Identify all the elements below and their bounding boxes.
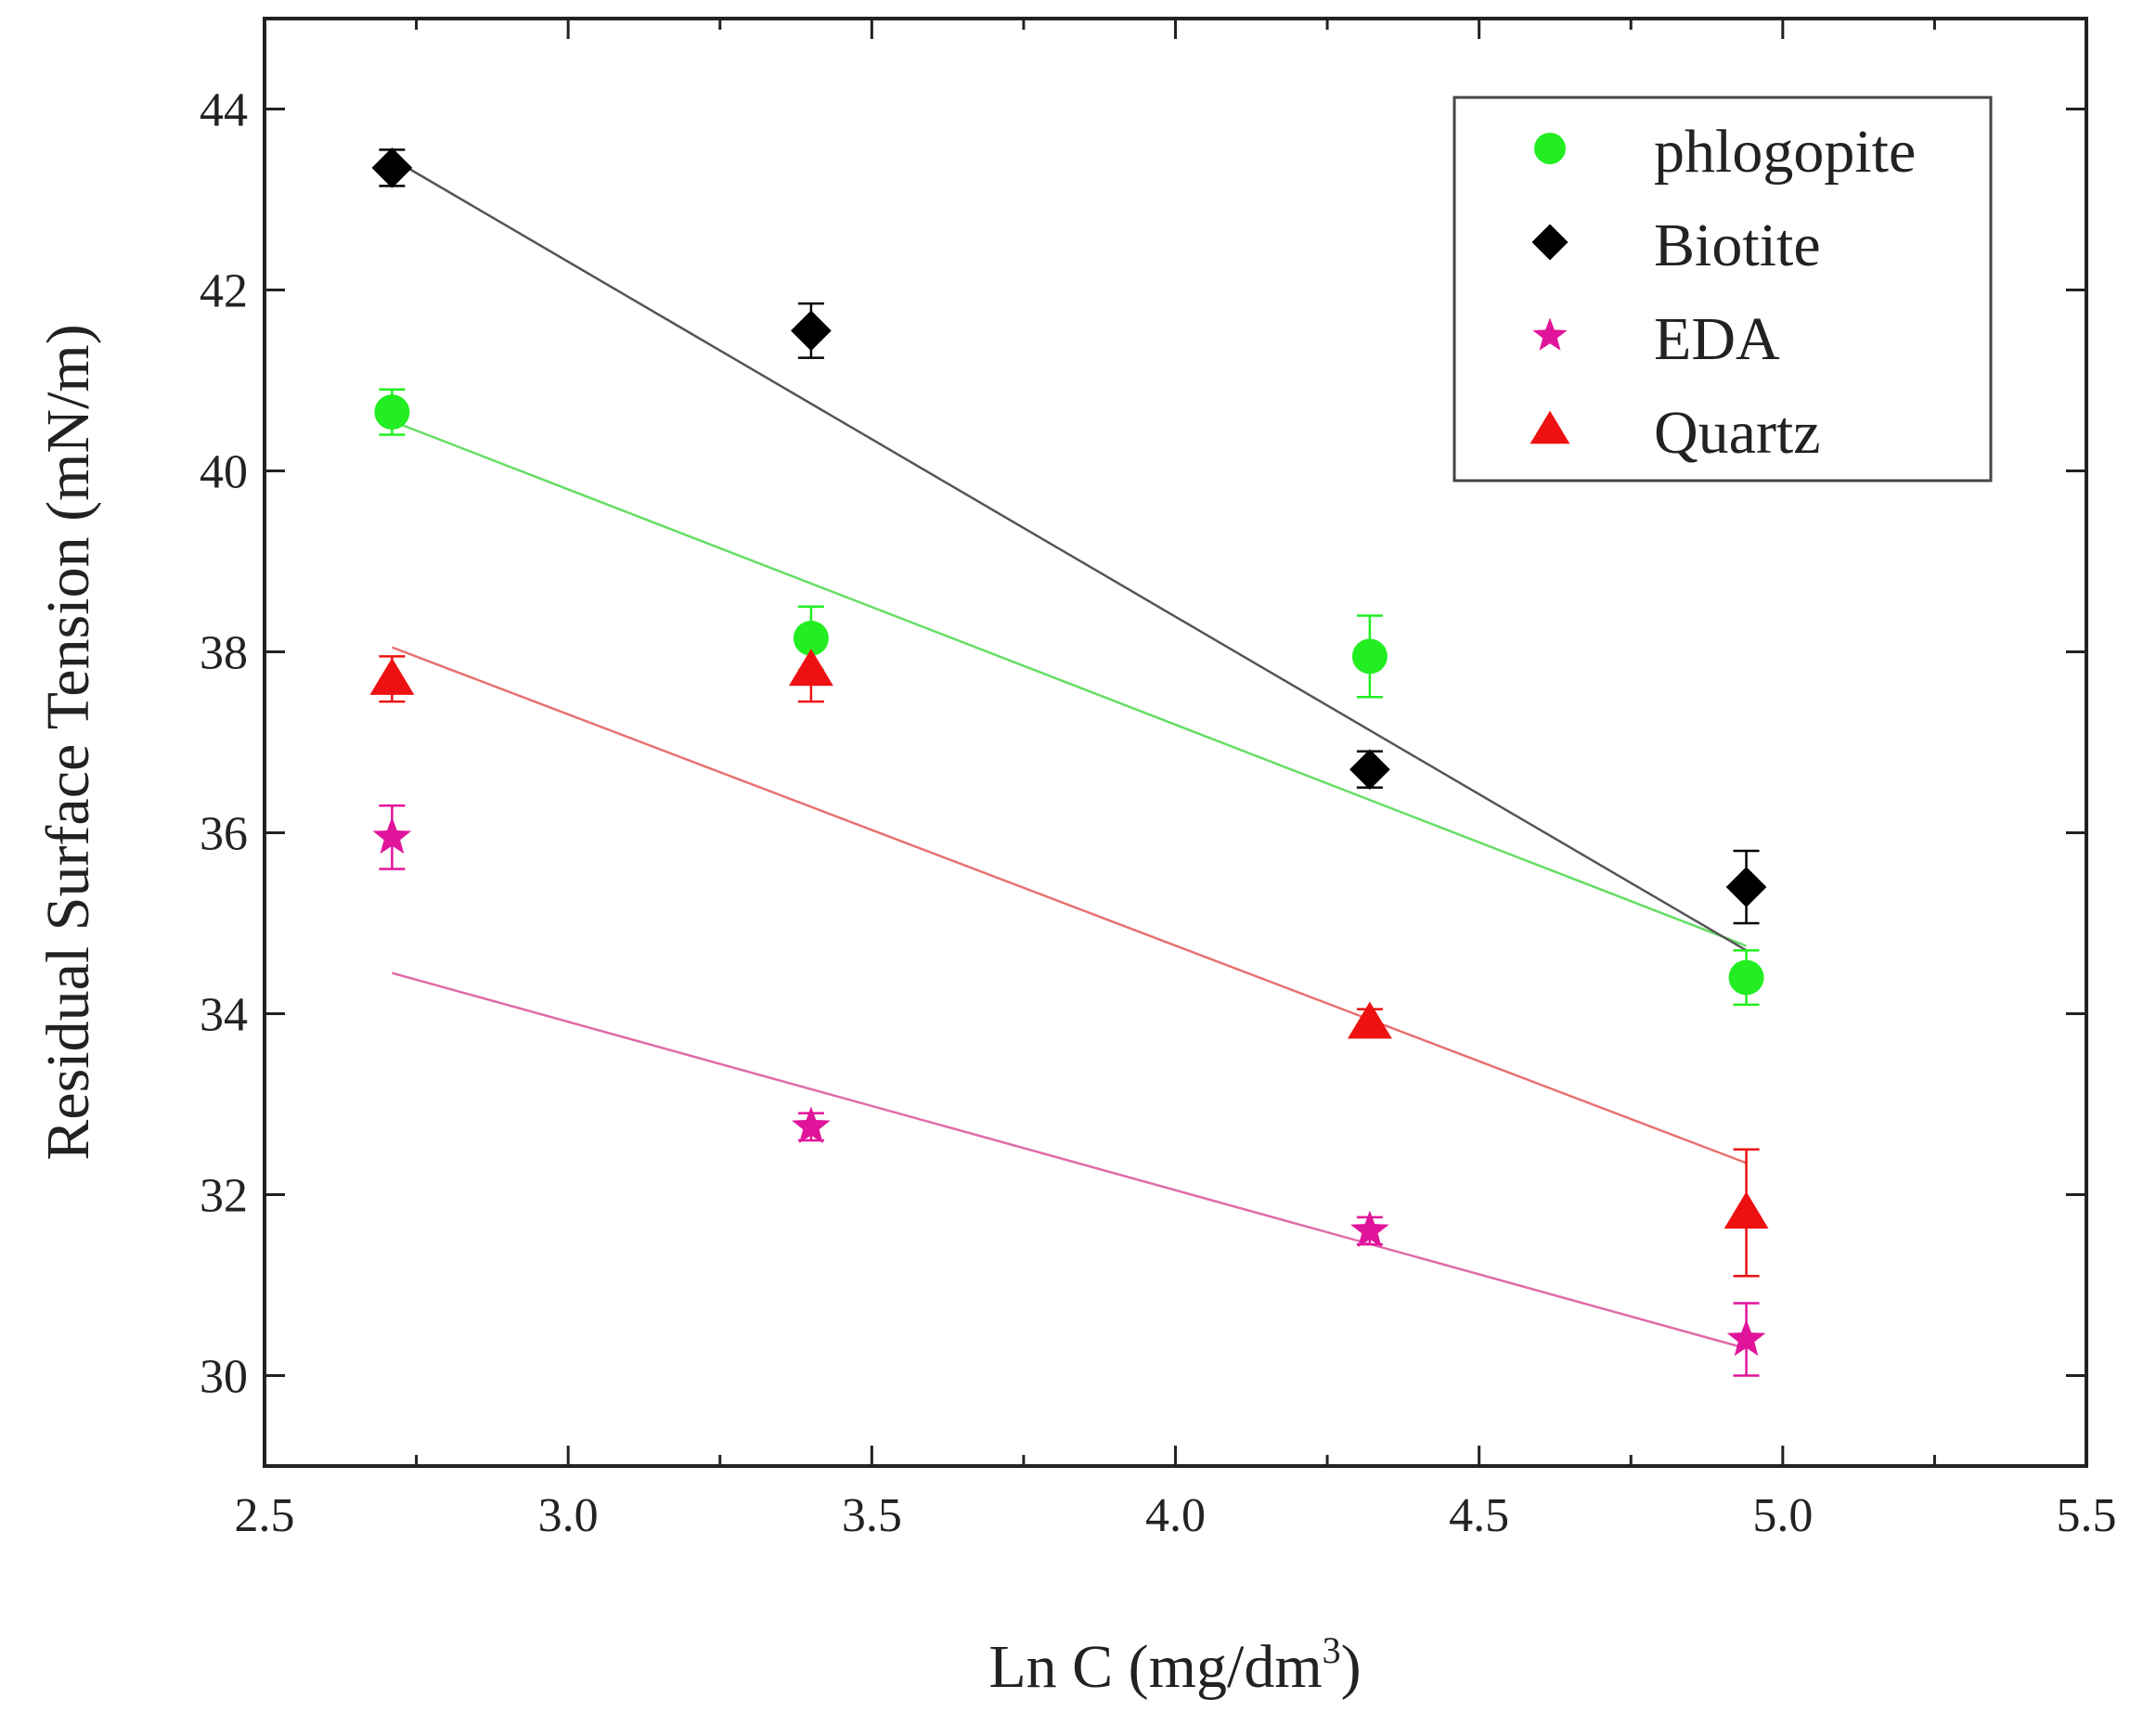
legend-label-phlogopite: phlogopite (1654, 118, 1916, 186)
data-point-phlogopite (1728, 959, 1764, 996)
legend-marker-phlogopite (1534, 133, 1566, 164)
data-point-eda (1350, 1210, 1389, 1248)
data-point-quartz (788, 649, 833, 687)
fit-line-eda (392, 971, 1747, 1350)
data-markers (369, 148, 1769, 1357)
legend-label-quartz: Quartz (1654, 399, 1821, 467)
y-tick-label: 34 (200, 989, 248, 1042)
x-tick-label: 5.5 (2057, 1489, 2117, 1542)
legend-marker-eda (1532, 317, 1568, 351)
data-point-eda (372, 817, 412, 855)
data-point-eda (1726, 1319, 1766, 1357)
fit-line-phlogopite (391, 419, 1748, 947)
x-tick-label: 2.5 (235, 1489, 295, 1542)
x-axis-title-superscript: 3 (1323, 1629, 1341, 1671)
x-axis-title-main: Ln C (mg/dm (988, 1633, 1322, 1701)
x-axis-title-close: ) (1341, 1633, 1362, 1701)
data-point-biotite (1349, 749, 1390, 791)
y-tick-label: 30 (200, 1351, 248, 1404)
legend-label-biotite: Biotite (1654, 212, 1821, 279)
data-point-phlogopite (1351, 638, 1388, 675)
data-point-quartz (1724, 1191, 1769, 1229)
x-tick-label: 5.0 (1752, 1489, 1813, 1542)
x-tick-label: 4.0 (1145, 1489, 1206, 1542)
fit-line-quartz (391, 646, 1748, 1164)
x-axis-title: Ln C (mg/dm3) (988, 1629, 1361, 1701)
data-point-biotite (1725, 867, 1767, 907)
y-tick-label: 36 (200, 808, 248, 861)
data-point-quartz (1347, 1001, 1392, 1039)
legend-marker-biotite (1531, 224, 1569, 261)
fit-lines (391, 158, 1748, 1350)
data-point-quartz (369, 657, 415, 695)
y-tick-label: 44 (200, 84, 248, 137)
data-point-phlogopite (374, 394, 410, 431)
x-tick-label: 3.0 (538, 1489, 599, 1542)
legend-marker-quartz (1530, 410, 1570, 444)
axis-ticks: 2.5 3.0 3.5 4.0 4.5 5.0 5.5 30 32 34 36 38 40 42 44 (200, 19, 2117, 1542)
data-point-biotite (371, 148, 413, 188)
legend-markers (1530, 133, 1570, 444)
y-tick-label: 42 (200, 265, 248, 318)
fit-line-biotite (391, 158, 1748, 952)
data-point-phlogopite (793, 620, 829, 656)
y-tick-label: 40 (200, 446, 248, 499)
data-point-eda (792, 1106, 831, 1144)
y-axis-title: Residual Surface Tension (mN/m) (34, 324, 102, 1160)
legend: phlogopite Biotite EDA Quartz (1452, 96, 1993, 482)
y-tick-label: 38 (200, 627, 248, 680)
y-tick-label: 32 (200, 1170, 248, 1223)
x-tick-label: 4.5 (1449, 1489, 1509, 1542)
data-point-biotite (791, 310, 832, 352)
x-tick-label: 3.5 (842, 1489, 902, 1542)
legend-label-eda: EDA (1654, 305, 1780, 373)
